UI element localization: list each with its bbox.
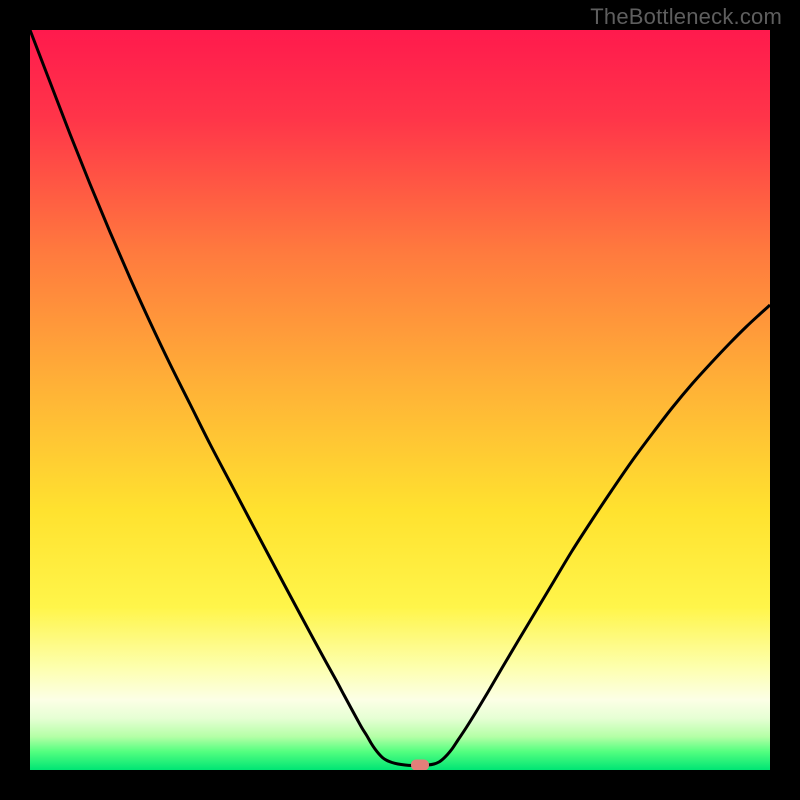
chart-plot-area — [30, 30, 770, 770]
bottleneck-marker — [411, 760, 429, 771]
watermark-text: TheBottleneck.com — [590, 4, 782, 30]
bottleneck-curve — [30, 30, 770, 770]
